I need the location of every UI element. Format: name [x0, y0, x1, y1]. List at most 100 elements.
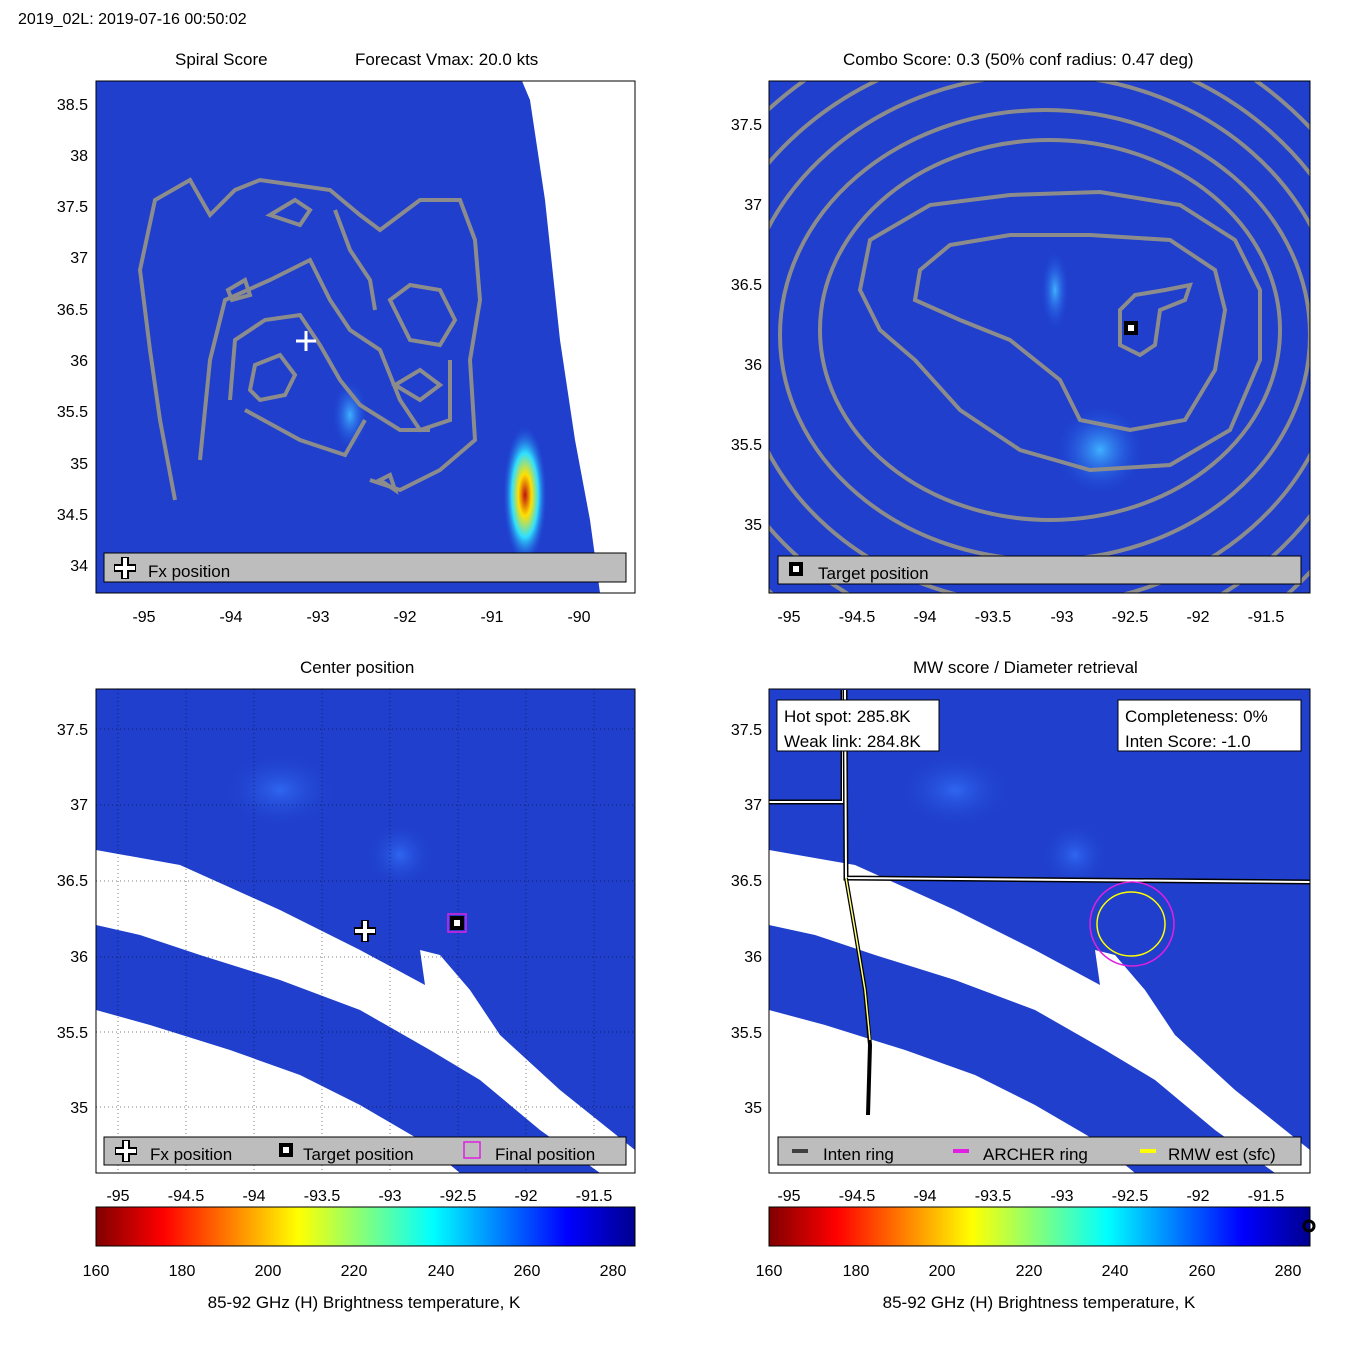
svg-text:36: 36: [70, 949, 88, 966]
svg-text:-93.5: -93.5: [975, 609, 1012, 626]
svg-text:38: 38: [70, 148, 88, 165]
br-legend-archer: ARCHER ring: [983, 1145, 1088, 1164]
br-no-data-band-2: [769, 1010, 1135, 1173]
tr-field: [769, 81, 1310, 593]
rmw-ring: [1096, 891, 1166, 957]
br-axes-box: [768, 688, 1311, 1174]
svg-text:36: 36: [744, 357, 762, 374]
svg-text:37: 37: [744, 797, 762, 814]
figure-title: 2019_02L: 2019-07-16 00:50:02: [18, 11, 247, 28]
svg-text:38.5: 38.5: [57, 97, 88, 114]
svg-text:-92: -92: [393, 609, 416, 626]
bl-target-position-icon: [450, 916, 464, 930]
svg-text:-94: -94: [913, 609, 936, 626]
svg-text:-95: -95: [106, 1188, 129, 1205]
fx-position-icon: [296, 331, 316, 351]
br-info-left-box: [776, 699, 940, 752]
cb-right-tick: 240: [1102, 1263, 1129, 1280]
tl-warm-streak: [503, 425, 547, 565]
panel-br-title: MW score / Diameter retrieval: [913, 658, 1138, 677]
bl-grid: [96, 689, 635, 1173]
svg-text:35: 35: [744, 1100, 762, 1117]
tr-legend-label: Target position: [818, 564, 929, 583]
svg-text:35: 35: [70, 456, 88, 473]
tr-legend: [777, 555, 1302, 585]
svg-text:-91.5: -91.5: [1248, 1188, 1285, 1205]
cb-left-tick: 280: [600, 1263, 627, 1280]
svg-text:35: 35: [744, 517, 762, 534]
svg-text:-92: -92: [1186, 609, 1209, 626]
tl-contours: [137, 177, 483, 501]
svg-text:-94.5: -94.5: [839, 1188, 876, 1205]
svg-text:-94.5: -94.5: [839, 609, 876, 626]
svg-text:37.5: 37.5: [731, 722, 762, 739]
svg-text:-93: -93: [1050, 609, 1073, 626]
br-yticks: 35 35.5 36 36.5 37 37.5: [731, 722, 762, 1117]
bl-legend-fx: Fx position: [150, 1145, 232, 1164]
bl-axes-box: [95, 688, 636, 1174]
completeness-value: Completeness: 0%: [1125, 707, 1268, 726]
svg-text:36: 36: [70, 353, 88, 370]
svg-text:-93: -93: [1050, 1188, 1073, 1205]
bl-xticks: -95 -94.5 -94 -93.5 -93 -92.5 -92 -91.5: [106, 1188, 612, 1205]
bl-legend: [103, 1136, 627, 1166]
svg-text:-91: -91: [480, 609, 503, 626]
panel-bl-title: Center position: [300, 658, 415, 677]
bl-fx-position-icon: [354, 920, 376, 942]
tr-xticks: -95 -94.5 -94 -93.5 -93 -92.5 -92 -91.5: [777, 609, 1284, 626]
svg-text:37.5: 37.5: [57, 722, 88, 739]
tr-axes-box: [768, 80, 1311, 594]
panel-tl-title-left: Spiral Score: [175, 50, 268, 69]
cb-left-tick: 160: [83, 1263, 110, 1280]
hot-spot-value: Hot spot: 285.8K: [784, 707, 911, 726]
colorbar-left-label: 85-92 GHz (H) Brightness temperature, K: [208, 1293, 521, 1312]
cb-left-tick: 240: [428, 1263, 455, 1280]
svg-text:-93.5: -93.5: [975, 1188, 1012, 1205]
svg-text:-94: -94: [913, 1188, 936, 1205]
br-info-right-box: [1117, 699, 1302, 752]
svg-text:-92.5: -92.5: [1112, 609, 1149, 626]
svg-text:37: 37: [70, 797, 88, 814]
bl-no-data-band-1: [96, 850, 635, 1173]
br-retrieval-lines: [769, 689, 1310, 1116]
svg-text:37.5: 37.5: [731, 117, 762, 134]
tl-legend: [103, 552, 627, 583]
svg-text:36.5: 36.5: [57, 873, 88, 890]
colorbar-left: 160 180 200 220 240 260 280 85-92 GHz (H…: [83, 1206, 636, 1312]
hot-spot-marker-icon: [1302, 1219, 1316, 1233]
cb-left-tick: 180: [169, 1263, 196, 1280]
cb-right-tick: 160: [756, 1263, 783, 1280]
bl-final-position-icon: [447, 913, 467, 933]
br-legend-rmw: RMW est (sfc): [1168, 1145, 1276, 1164]
cb-left-tick: 260: [514, 1263, 541, 1280]
svg-text:-94: -94: [242, 1188, 265, 1205]
bl-legend-target: Target position: [303, 1145, 414, 1164]
bl-cool-blob: [365, 820, 435, 890]
svg-text:-92: -92: [1186, 1188, 1209, 1205]
br-xticks: -95 -94.5 -94 -93.5 -93 -92.5 -92 -91.5: [777, 1188, 1284, 1205]
svg-text:-91.5: -91.5: [576, 1188, 613, 1205]
svg-text:-93: -93: [306, 609, 329, 626]
tr-cold-patch-2: [1055, 405, 1145, 495]
svg-text:35.5: 35.5: [731, 437, 762, 454]
svg-text:-92.5: -92.5: [440, 1188, 477, 1205]
svg-text:36.5: 36.5: [731, 873, 762, 890]
tl-axes-box: [95, 80, 636, 594]
svg-text:-95: -95: [777, 609, 800, 626]
svg-text:36.5: 36.5: [57, 302, 88, 319]
svg-text:35.5: 35.5: [731, 1025, 762, 1042]
cb-right-tick: 220: [1016, 1263, 1043, 1280]
br-legend: [777, 1136, 1302, 1166]
svg-text:36.5: 36.5: [731, 277, 762, 294]
cb-right-tick: 260: [1189, 1263, 1216, 1280]
svg-text:34: 34: [70, 558, 88, 575]
svg-text:36: 36: [744, 949, 762, 966]
br-no-data-band-1: [769, 850, 1310, 1173]
weak-link-value: Weak link: 284.8K: [784, 732, 921, 751]
svg-text:35.5: 35.5: [57, 1025, 88, 1042]
svg-text:35.5: 35.5: [57, 404, 88, 421]
svg-text:-91.5: -91.5: [1248, 609, 1285, 626]
svg-text:-92.5: -92.5: [1112, 1188, 1149, 1205]
bl-cool-blob-2: [220, 750, 340, 830]
